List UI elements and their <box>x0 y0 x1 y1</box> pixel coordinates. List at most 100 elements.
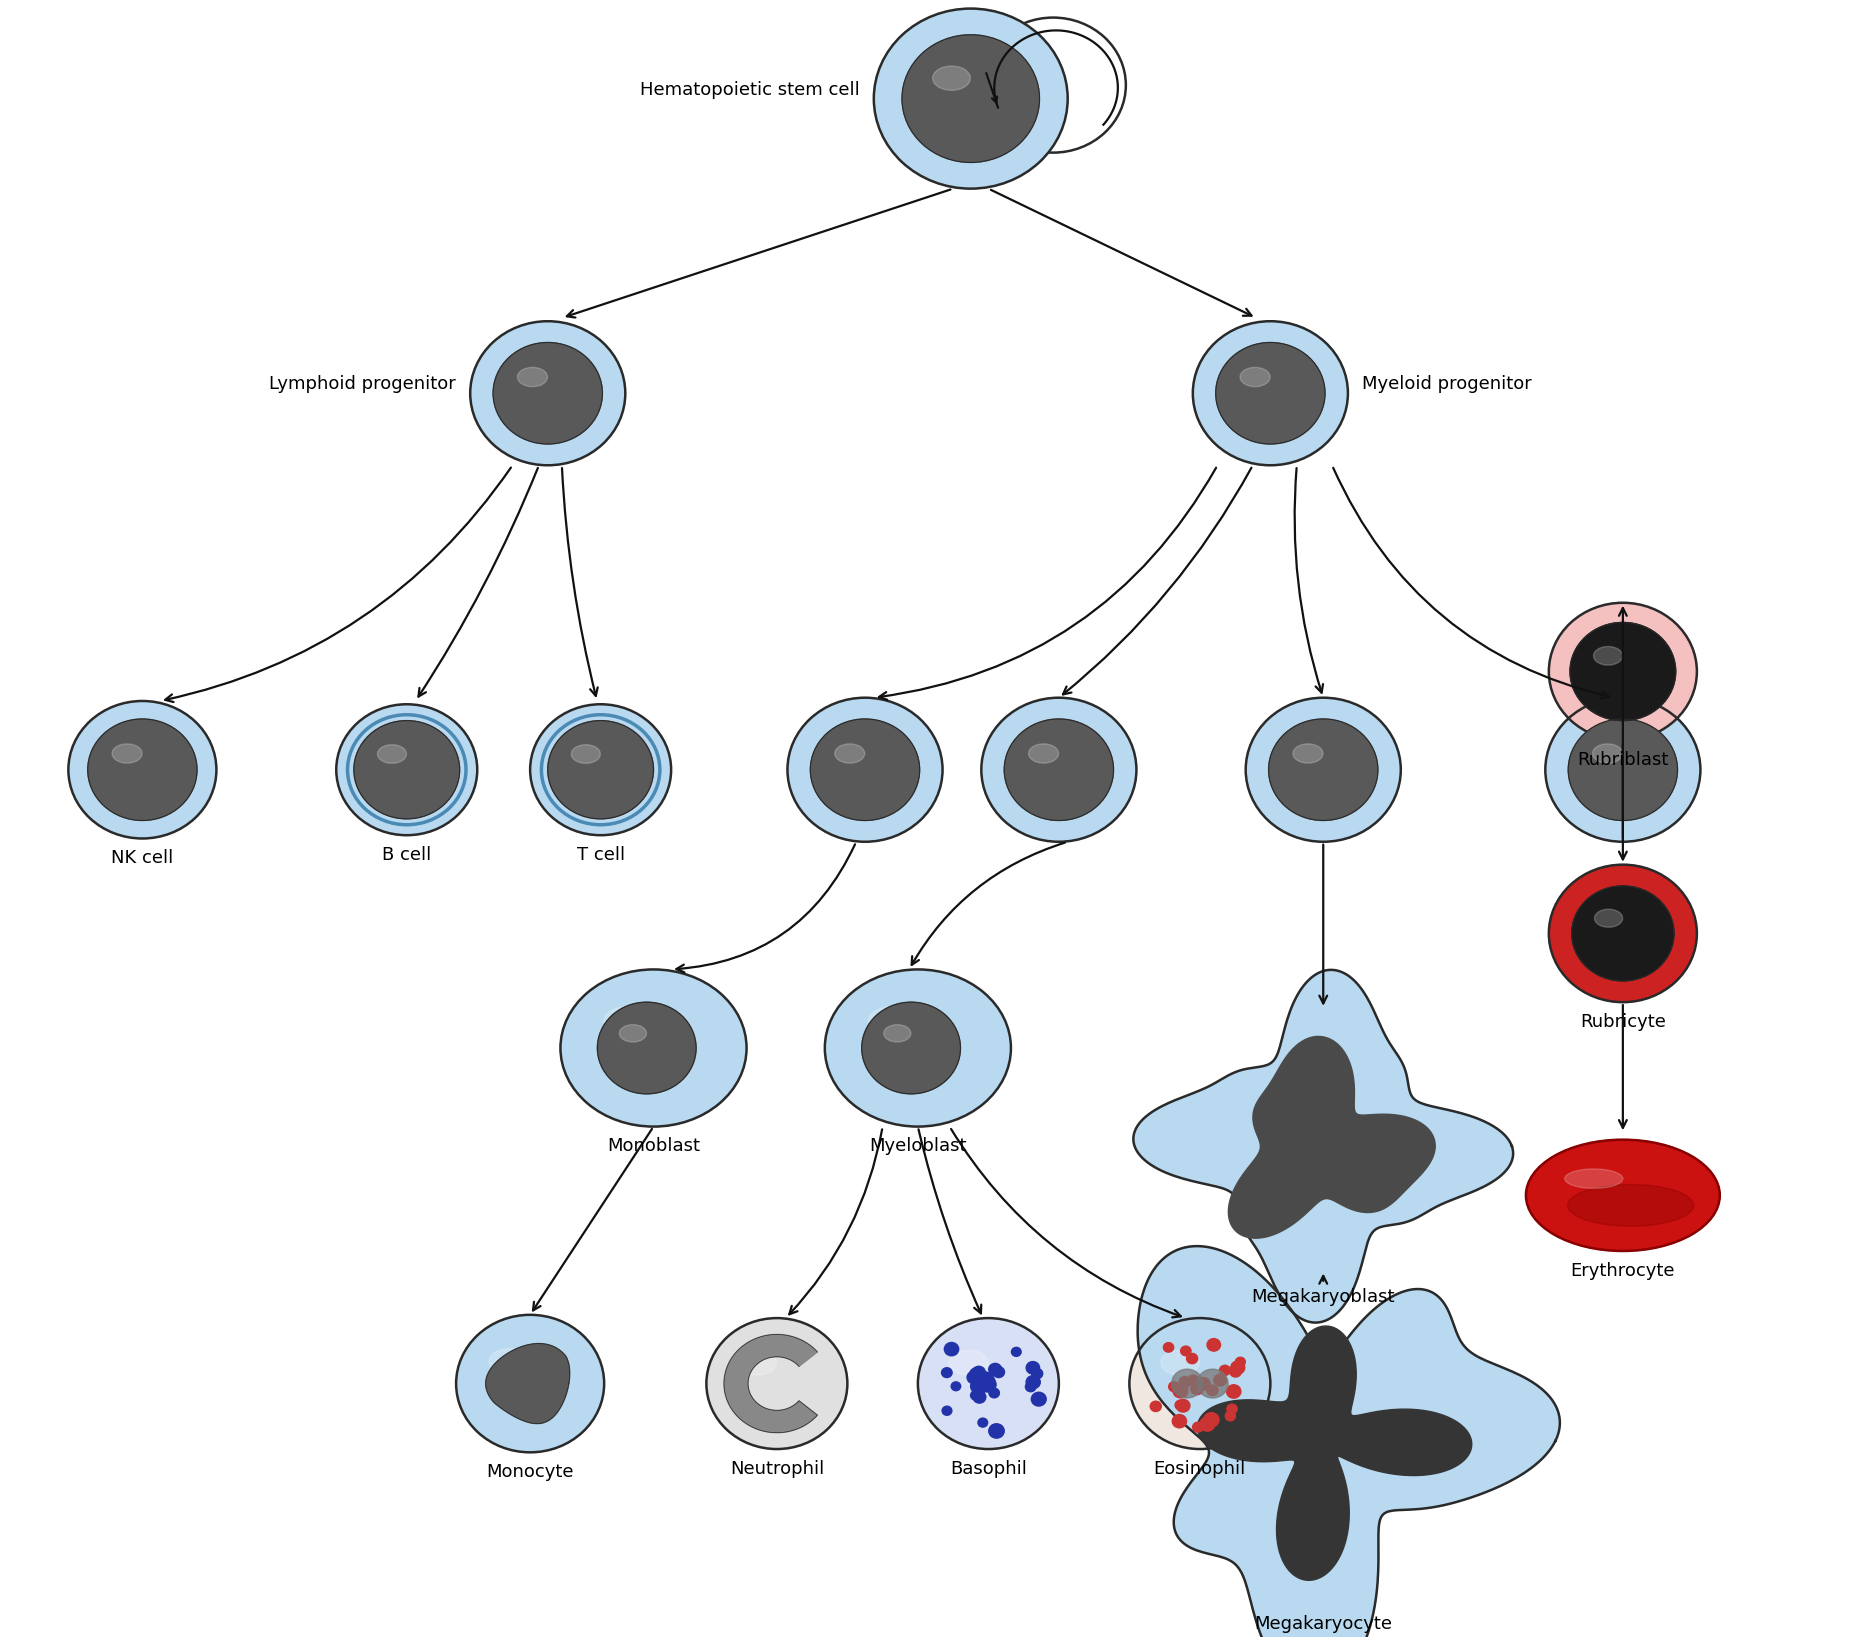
Circle shape <box>988 1364 1001 1375</box>
Circle shape <box>1031 1369 1042 1378</box>
Circle shape <box>1197 1378 1211 1390</box>
Circle shape <box>457 1314 604 1452</box>
Circle shape <box>1545 698 1701 842</box>
Circle shape <box>990 1388 999 1398</box>
Circle shape <box>1220 1365 1231 1375</box>
Text: Rubriblast: Rubriblast <box>1577 751 1669 769</box>
Circle shape <box>354 721 460 820</box>
Text: Monocyte: Monocyte <box>486 1462 574 1480</box>
Circle shape <box>980 698 1136 842</box>
Ellipse shape <box>949 1351 988 1375</box>
Circle shape <box>988 1424 1005 1439</box>
Ellipse shape <box>883 1024 911 1042</box>
Circle shape <box>1197 1369 1227 1398</box>
Ellipse shape <box>1564 1169 1622 1188</box>
Text: Rubricyte: Rubricyte <box>1579 1013 1665 1031</box>
Circle shape <box>1169 1382 1179 1392</box>
Circle shape <box>977 1375 988 1387</box>
Text: Basophil: Basophil <box>950 1459 1027 1477</box>
Ellipse shape <box>1029 744 1059 764</box>
Circle shape <box>1227 1405 1237 1414</box>
Circle shape <box>1151 1401 1162 1411</box>
Polygon shape <box>1197 1326 1472 1580</box>
Ellipse shape <box>367 738 406 762</box>
Circle shape <box>919 1318 1059 1449</box>
Text: Myeloid progenitor: Myeloid progenitor <box>1362 375 1532 393</box>
Ellipse shape <box>1227 357 1270 385</box>
Ellipse shape <box>112 744 142 764</box>
Circle shape <box>973 1392 986 1403</box>
Circle shape <box>977 1372 992 1387</box>
Ellipse shape <box>561 738 601 762</box>
Text: Eosinophil: Eosinophil <box>1154 1459 1246 1477</box>
Ellipse shape <box>1594 910 1622 928</box>
Ellipse shape <box>1568 1185 1693 1226</box>
Circle shape <box>1025 1375 1040 1388</box>
Circle shape <box>1175 1400 1184 1410</box>
Circle shape <box>984 1377 995 1387</box>
Circle shape <box>1171 1369 1203 1398</box>
Circle shape <box>980 1372 994 1385</box>
Circle shape <box>69 701 217 839</box>
Circle shape <box>88 720 196 821</box>
Circle shape <box>1188 1375 1199 1385</box>
Ellipse shape <box>571 746 601 764</box>
Ellipse shape <box>1280 734 1323 760</box>
Ellipse shape <box>604 1006 651 1034</box>
Circle shape <box>1025 1362 1040 1373</box>
Text: Monoblast: Monoblast <box>606 1137 700 1155</box>
Text: Megakaryocyte: Megakaryocyte <box>1254 1614 1392 1632</box>
Text: T cell: T cell <box>576 846 625 864</box>
Ellipse shape <box>1594 647 1622 665</box>
Circle shape <box>950 1382 960 1392</box>
Ellipse shape <box>1581 638 1622 664</box>
Circle shape <box>1190 1383 1203 1395</box>
Circle shape <box>967 1372 980 1383</box>
Circle shape <box>971 1378 986 1393</box>
Circle shape <box>1192 1423 1203 1432</box>
Text: Myeloblast: Myeloblast <box>870 1137 967 1155</box>
Text: Erythrocyte: Erythrocyte <box>1570 1260 1675 1278</box>
Circle shape <box>707 1318 848 1449</box>
Text: Hematopoietic stem cell: Hematopoietic stem cell <box>640 80 859 98</box>
Ellipse shape <box>868 1006 915 1034</box>
Ellipse shape <box>1592 744 1622 764</box>
Ellipse shape <box>1581 898 1622 924</box>
Text: Lymphoid progenitor: Lymphoid progenitor <box>269 375 457 393</box>
Circle shape <box>1572 887 1675 982</box>
Ellipse shape <box>1579 734 1622 760</box>
Ellipse shape <box>1527 1141 1719 1251</box>
Circle shape <box>1025 1382 1037 1392</box>
Ellipse shape <box>561 970 747 1128</box>
Polygon shape <box>486 1344 569 1424</box>
Circle shape <box>1012 1347 1022 1357</box>
Ellipse shape <box>101 736 142 762</box>
Circle shape <box>1179 1377 1190 1388</box>
Circle shape <box>1269 720 1377 821</box>
Circle shape <box>1246 698 1401 842</box>
Ellipse shape <box>737 1351 776 1375</box>
Text: B cell: B cell <box>382 846 432 864</box>
Circle shape <box>470 321 625 465</box>
Ellipse shape <box>1240 369 1270 387</box>
Ellipse shape <box>932 67 971 92</box>
Circle shape <box>1214 1375 1227 1387</box>
Text: NK cell: NK cell <box>110 849 174 867</box>
Circle shape <box>980 18 1126 154</box>
Ellipse shape <box>505 357 548 385</box>
Ellipse shape <box>1016 734 1059 760</box>
Circle shape <box>902 36 1040 164</box>
Circle shape <box>1203 1413 1220 1428</box>
Circle shape <box>1216 343 1325 444</box>
Circle shape <box>337 705 477 836</box>
Circle shape <box>1194 321 1347 465</box>
Circle shape <box>548 721 653 820</box>
Circle shape <box>1229 1367 1242 1377</box>
Circle shape <box>1549 603 1697 741</box>
Circle shape <box>979 1418 988 1428</box>
Circle shape <box>597 1003 696 1095</box>
Circle shape <box>1570 623 1676 721</box>
Circle shape <box>1031 1393 1046 1406</box>
Polygon shape <box>724 1334 818 1432</box>
Circle shape <box>980 1377 995 1392</box>
